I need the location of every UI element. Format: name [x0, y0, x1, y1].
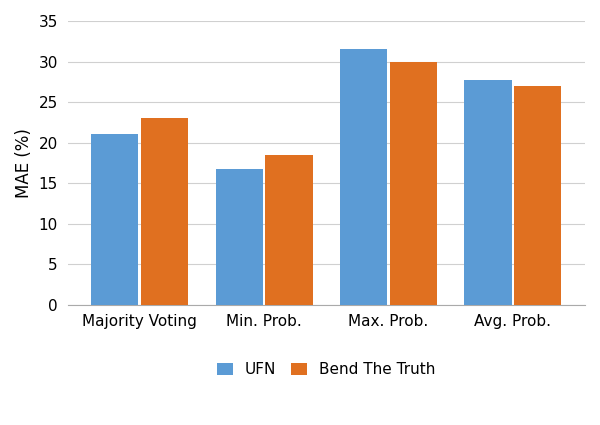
Y-axis label: MAE (%): MAE (%) — [15, 128, 33, 198]
Bar — [141, 118, 188, 305]
Bar — [514, 86, 562, 305]
Bar — [464, 80, 512, 305]
Bar — [390, 62, 437, 305]
Bar — [215, 169, 263, 305]
Bar — [91, 134, 139, 305]
Bar — [340, 49, 387, 305]
Legend: UFN, Bend The Truth: UFN, Bend The Truth — [213, 357, 440, 382]
Bar — [265, 155, 313, 305]
